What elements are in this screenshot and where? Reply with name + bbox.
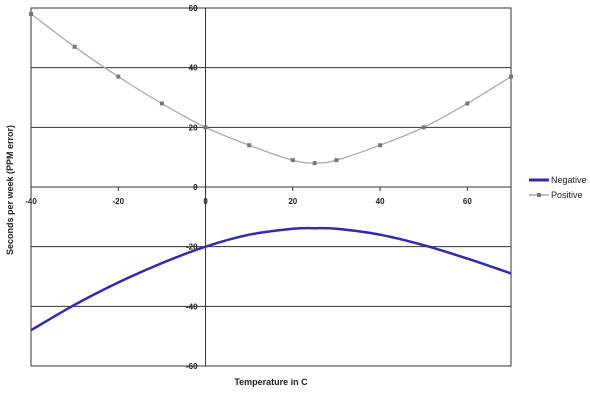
series-line-negative xyxy=(30,226,512,332)
legend: Negative Positive xyxy=(527,169,590,207)
series-line-positive xyxy=(30,13,512,164)
y-tick-label: -20 xyxy=(186,243,198,252)
data-point-positive xyxy=(378,143,383,148)
y-tick-label: 20 xyxy=(189,123,198,132)
x-tick-label: 60 xyxy=(463,197,472,206)
data-point-positive xyxy=(334,158,339,163)
x-tick-label: -40 xyxy=(25,197,37,206)
y-axis-title: Seconds per week (PPM error) xyxy=(5,125,15,255)
data-point-positive xyxy=(72,44,77,49)
data-point-positive xyxy=(247,143,252,148)
y-tick-label: 0 xyxy=(193,183,198,192)
data-point-positive xyxy=(203,125,208,130)
data-point-positive xyxy=(290,158,295,163)
x-tick-labels: -40 -20 0 20 40 60 xyxy=(25,187,472,206)
data-point-positive xyxy=(312,161,317,166)
data-point-positive xyxy=(159,101,164,106)
data-point-positive xyxy=(29,11,33,16)
legend-positive-label: Positive xyxy=(551,190,583,200)
y-tick-labels: 60 40 20 0 -20 -40 -60 xyxy=(186,4,198,371)
series-lines xyxy=(29,11,513,332)
legend-box xyxy=(527,169,590,207)
x-tick-label: -20 xyxy=(112,197,124,206)
x-tick-label: 0 xyxy=(203,197,208,206)
y-tick-label: -60 xyxy=(186,362,198,371)
legend-negative-label: Negative xyxy=(551,175,587,185)
data-point-positive xyxy=(465,101,470,106)
x-tick-label: 40 xyxy=(376,197,385,206)
y-tick-label: 40 xyxy=(189,64,198,73)
x-tick-label: 20 xyxy=(288,197,297,206)
data-point-positive xyxy=(116,74,121,79)
legend-positive-marker xyxy=(537,193,541,197)
y-tick-label: 60 xyxy=(189,4,198,13)
x-axis-title: Temperature in C xyxy=(234,377,308,387)
y-tick-label: -40 xyxy=(186,302,198,311)
data-point-positive xyxy=(509,74,513,79)
data-point-positive xyxy=(421,125,426,130)
gridlines xyxy=(31,7,511,367)
